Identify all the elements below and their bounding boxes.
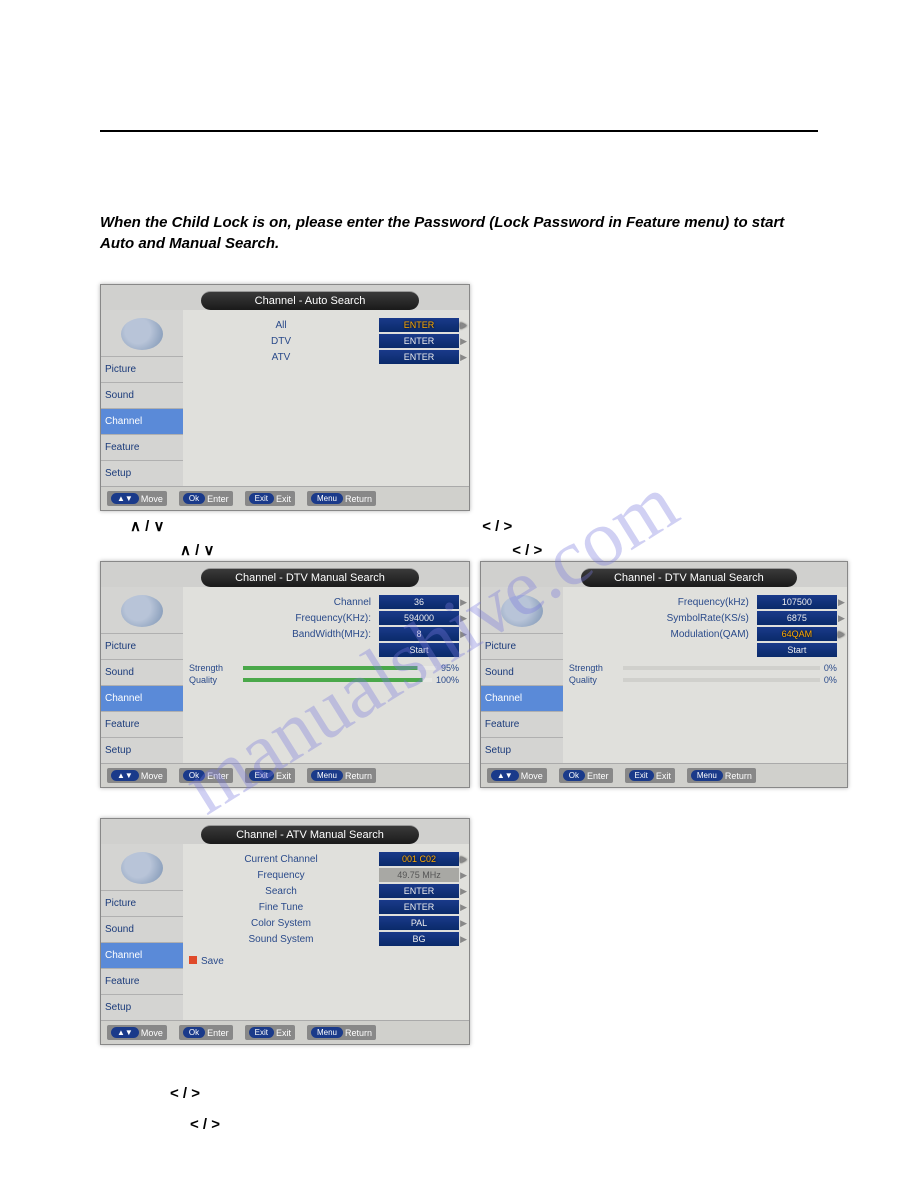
sidebar-item-picture[interactable]: Picture — [101, 356, 183, 382]
dish-icon — [501, 595, 543, 627]
sidebar-item-sound[interactable]: Sound — [101, 916, 183, 942]
chevron-right-icon: ▶ — [460, 854, 467, 865]
chevron-right-icon: ▶ — [460, 597, 467, 608]
sidebar-item-sound[interactable]: Sound — [101, 382, 183, 408]
strength-bar — [623, 666, 820, 670]
sidebar-item-picture[interactable]: Picture — [481, 633, 563, 659]
sidebar-item-sound[interactable]: Sound — [101, 659, 183, 685]
arrows-updown: ∧ / ∨ — [130, 518, 164, 535]
value-box[interactable]: 594000▶ — [379, 611, 459, 625]
value-box[interactable]: ENTER▶ — [379, 884, 459, 898]
title-bar: Channel - Auto Search — [201, 291, 419, 310]
sidebar-item-picture[interactable]: Picture — [101, 633, 183, 659]
title-bar: Channel - DTV Manual Search — [201, 568, 419, 587]
start-button[interactable]: Start — [379, 643, 459, 657]
sidebar-item-feature[interactable]: Feature — [101, 711, 183, 737]
value-box[interactable]: BG▶ — [379, 932, 459, 946]
dish-icon — [121, 318, 163, 350]
value-box[interactable]: ENTER▶ — [379, 900, 459, 914]
row-label: Search — [189, 886, 379, 897]
value-box[interactable]: ENTER▶ — [379, 318, 459, 332]
sidebar-item-setup[interactable]: Setup — [101, 994, 183, 1020]
sidebar-item-channel[interactable]: Channel — [101, 685, 183, 711]
row-label: Frequency — [189, 870, 379, 881]
row-label: BandWidth(MHz): — [189, 629, 379, 640]
sidebar-item-channel[interactable]: Channel — [101, 408, 183, 434]
sidebar-item-channel[interactable]: Channel — [481, 685, 563, 711]
quality-bar — [623, 678, 820, 682]
row-label: Sound System — [189, 934, 379, 945]
title-bar: Channel - DTV Manual Search — [581, 568, 797, 587]
sidebar-item-setup[interactable]: Setup — [101, 737, 183, 763]
arrows-leftright-2: < / > — [512, 542, 542, 559]
row-label: Frequency(KHz): — [189, 613, 379, 624]
sidebar-item-setup[interactable]: Setup — [101, 460, 183, 486]
chevron-right-icon: ▶ — [460, 870, 467, 881]
row-label: Color System — [189, 918, 379, 929]
dish-icon — [121, 595, 163, 627]
row-label: ATV — [189, 352, 379, 363]
auto-search-screenshot: Channel - Auto Search PictureSoundChanne… — [100, 284, 470, 511]
dish-icon — [121, 852, 163, 884]
row-label: Fine Tune — [189, 902, 379, 913]
chevron-right-icon: ▶ — [460, 352, 467, 363]
chevron-right-icon: ▶ — [460, 613, 467, 624]
sidebar-item-sound[interactable]: Sound — [481, 659, 563, 685]
value-box[interactable]: 36▶ — [379, 595, 459, 609]
chevron-right-icon: ▶ — [838, 597, 845, 608]
value-box[interactable]: PAL▶ — [379, 916, 459, 930]
row-label: DTV — [189, 336, 379, 347]
sidebar: PictureSoundChannelFeatureSetup — [101, 310, 183, 486]
row-label: Channel — [189, 597, 379, 608]
value-box[interactable]: 8▶ — [379, 627, 459, 641]
row-label: All — [189, 320, 379, 331]
chevron-right-icon: ▶ — [460, 934, 467, 945]
dtv-left-screenshot: Channel - DTV Manual Search PictureSound… — [100, 561, 470, 788]
instruction-text: When the Child Lock is on, please enter … — [100, 212, 818, 254]
value-box[interactable]: 001 C02▶ — [379, 852, 459, 866]
save-indicator — [189, 956, 197, 964]
sidebar-item-setup[interactable]: Setup — [481, 737, 563, 763]
sidebar-item-feature[interactable]: Feature — [101, 968, 183, 994]
sidebar-item-channel[interactable]: Channel — [101, 942, 183, 968]
chevron-right-icon: ▶ — [838, 613, 845, 624]
footer-bar: ▲▼Move OkEnter ExitExit MenuReturn — [101, 486, 469, 510]
chevron-right-icon: ▶ — [460, 918, 467, 929]
row-label: SymbolRate(KS/s) — [569, 613, 757, 624]
title-bar: Channel - ATV Manual Search — [201, 825, 419, 844]
sidebar-item-picture[interactable]: Picture — [101, 890, 183, 916]
arrows-leftright: < / > — [482, 518, 512, 535]
arrows-leftright-3: < / > — [170, 1085, 818, 1102]
chevron-right-icon: ▶ — [460, 629, 467, 640]
value-box[interactable]: 107500▶ — [757, 595, 837, 609]
chevron-right-icon: ▶ — [838, 629, 845, 640]
dtv-right-screenshot: Channel - DTV Manual Search PictureSound… — [480, 561, 848, 788]
row-label: Frequency(kHz) — [569, 597, 757, 608]
value-box[interactable]: ENTER▶ — [379, 350, 459, 364]
chevron-right-icon: ▶ — [460, 902, 467, 913]
quality-bar — [243, 678, 432, 682]
value-box[interactable]: 6875▶ — [757, 611, 837, 625]
arrows-leftright-4: < / > — [190, 1116, 818, 1133]
row-label: Current Channel — [189, 854, 379, 865]
chevron-right-icon: ▶ — [460, 336, 467, 347]
atv-screenshot: Channel - ATV Manual Search PictureSound… — [100, 818, 470, 1045]
start-button[interactable]: Start — [757, 643, 837, 657]
strength-bar — [243, 666, 437, 670]
arrows-updown-2: ∧ / ∨ — [180, 542, 214, 559]
value-box[interactable]: ENTER▶ — [379, 334, 459, 348]
sidebar-item-feature[interactable]: Feature — [101, 434, 183, 460]
row-label: Modulation(QAM) — [569, 629, 757, 640]
value-box[interactable]: 49.75 MHz▶ — [379, 868, 459, 882]
value-box[interactable]: 64QAM▶ — [757, 627, 837, 641]
chevron-right-icon: ▶ — [460, 320, 467, 331]
chevron-right-icon: ▶ — [460, 886, 467, 897]
sidebar-item-feature[interactable]: Feature — [481, 711, 563, 737]
